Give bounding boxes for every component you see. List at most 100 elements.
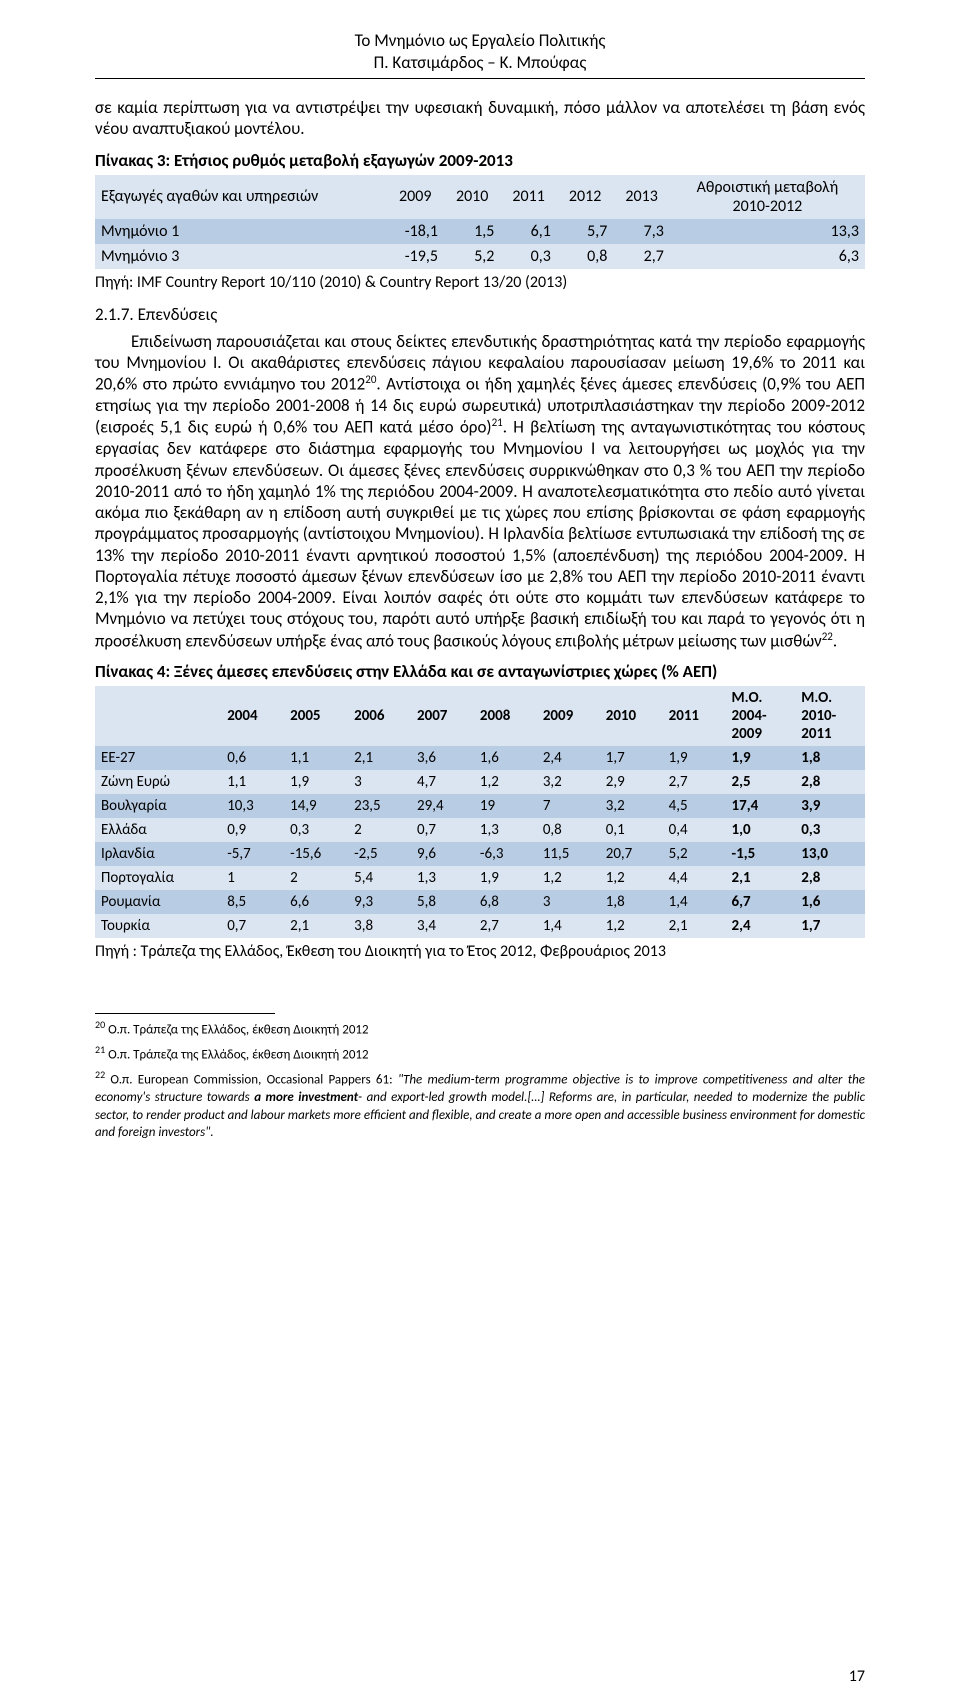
table-row: 2004 2005 2006 2007 2008 2009 2010 2011 …	[95, 686, 865, 746]
t4-cell: 2,4	[537, 746, 600, 770]
table-row: Μνημόνιο 1 -18,1 1,5 6,1 5,7 7,3 13,3	[95, 219, 865, 244]
t4-mo: 2004-	[732, 707, 767, 725]
t4-cell: 0,4	[663, 818, 726, 842]
footnote-separator	[95, 1013, 275, 1014]
t4-row-label: ΕΕ-27	[95, 746, 221, 770]
t4-cell: -15,6	[284, 842, 348, 866]
t3-cell: 2,7	[613, 244, 669, 269]
t4-row-label: Τουρκία	[95, 914, 221, 938]
t4-cell: 0,8	[537, 818, 600, 842]
footnote-20: 20 Ο.π. Τράπεζα της Ελλάδος, έκθεση Διοι…	[95, 1018, 865, 1039]
t4-row-label: Ρουμανία	[95, 890, 221, 914]
table-row: Μνημόνιο 3 -19,5 5,2 0,3 0,8 2,7 6,3	[95, 244, 865, 269]
t3-col: 2009	[386, 175, 443, 219]
t3-cell: 6,1	[500, 219, 556, 244]
footnote-21: 21 Ο.π. Τράπεζα της Ελλάδος, έκθεση Διοι…	[95, 1043, 865, 1064]
t4-cell: 14,9	[284, 794, 348, 818]
t3-cell: 7,3	[613, 219, 669, 244]
t4-cell: 2,8	[795, 770, 865, 794]
t4-cell: 13,0	[795, 842, 865, 866]
t4-head: 2004	[221, 686, 284, 746]
page-title: Το Μνημόνιο ως Εργαλείο Πολιτικής	[95, 30, 865, 52]
t4-cell: 1,9	[474, 866, 537, 890]
t4-cell: 2	[348, 818, 411, 842]
t4-cell: 4,5	[663, 794, 726, 818]
t4-cell: 2,5	[726, 770, 796, 794]
t4-cell: 2,1	[348, 746, 411, 770]
t4-cell: 0,6	[221, 746, 284, 770]
t4-head-mo1: M.O. 2004- 2009	[726, 686, 796, 746]
table-row: Πορτογαλία125,41,31,91,21,24,42,12,8	[95, 866, 865, 890]
t3-cell: 13,3	[670, 219, 865, 244]
table-row: Ζώνη Ευρώ1,11,934,71,23,22,92,72,52,8	[95, 770, 865, 794]
t4-cell: 17,4	[726, 794, 796, 818]
t4-cell: 1,2	[600, 866, 663, 890]
table-row: Ιρλανδία-5,7-15,6-2,59,6-6,311,520,75,2-…	[95, 842, 865, 866]
t4-cell: 3,9	[795, 794, 865, 818]
t4-cell: -5,7	[221, 842, 284, 866]
t3-row-label: Μνημόνιο 3	[95, 244, 386, 269]
t4-cell: 3,4	[411, 914, 474, 938]
t4-cell: 2,1	[284, 914, 348, 938]
t4-cell: 0,3	[284, 818, 348, 842]
table3: Εξαγωγές αγαθών και υπηρεσιών 2009 2010 …	[95, 175, 865, 269]
t4-cell: 3	[348, 770, 411, 794]
t4-cell: 0,7	[411, 818, 474, 842]
t4-cell: 1,8	[600, 890, 663, 914]
t4-cell: 6,6	[284, 890, 348, 914]
t4-cell: 3	[537, 890, 600, 914]
t4-row-label: Πορτογαλία	[95, 866, 221, 890]
t3-col: 2012	[557, 175, 613, 219]
t4-cell: 8,5	[221, 890, 284, 914]
table3-source: Πηγή: IMF Country Report 10/110 (2010) &…	[95, 273, 865, 292]
t4-cell: 6,8	[474, 890, 537, 914]
t4-cell: 1,1	[221, 770, 284, 794]
footnote-ref-20: 20	[365, 373, 376, 386]
t4-head: 2009	[537, 686, 600, 746]
t4-cell: 9,3	[348, 890, 411, 914]
t4-cell: 5,2	[663, 842, 726, 866]
t3-cell: -18,1	[386, 219, 443, 244]
fn-num: 21	[95, 1043, 105, 1056]
t4-cell: 1,8	[795, 746, 865, 770]
t4-cell: 1,4	[537, 914, 600, 938]
table-row: ΕΕ-270,61,12,13,61,62,41,71,91,91,8	[95, 746, 865, 770]
subsection-heading: 2.1.7. Επενδύσεις	[95, 304, 865, 325]
fn-text: Ο.π. Τράπεζα της Ελλάδος, έκθεση Διοικητ…	[108, 1023, 369, 1038]
para-span: .	[833, 630, 837, 651]
t4-cell: 1,2	[600, 914, 663, 938]
main-paragraph: Επιδείνωση παρουσιάζεται και στους δείκτ…	[95, 331, 865, 652]
table-row: Τουρκία0,72,13,83,42,71,41,22,12,41,7	[95, 914, 865, 938]
t4-mo: 2009	[732, 725, 762, 743]
t4-cell: 2,7	[474, 914, 537, 938]
t4-cell: 9,6	[411, 842, 474, 866]
table4-source: Πηγή : Τράπεζα της Ελλάδος, Έκθεση του Δ…	[95, 942, 865, 961]
t4-head: 2006	[348, 686, 411, 746]
t3-row-label: Μνημόνιο 1	[95, 219, 386, 244]
t4-cell: 3,2	[600, 794, 663, 818]
t3-cell: 5,2	[444, 244, 500, 269]
t4-mo: M.O.	[801, 689, 832, 707]
t4-row-label: Ιρλανδία	[95, 842, 221, 866]
t4-cell: 5,4	[348, 866, 411, 890]
t4-cell: 1	[221, 866, 284, 890]
t4-cell: 3,2	[537, 770, 600, 794]
t4-mo: 2011	[801, 725, 831, 743]
intro-paragraph: σε καμία περίπτωση για να αντιστρέψει τη…	[95, 97, 865, 140]
table-row: Ελλάδα0,90,320,71,30,80,10,41,00,3	[95, 818, 865, 842]
t4-cell: 10,3	[221, 794, 284, 818]
t3-cell: 0,8	[557, 244, 613, 269]
t4-cell: 23,5	[348, 794, 411, 818]
t4-cell: 0,9	[221, 818, 284, 842]
t3-last-l2: 2010-2012	[733, 197, 803, 216]
table-row: Ρουμανία8,56,69,35,86,831,81,46,71,6	[95, 890, 865, 914]
t3-cell: 0,3	[500, 244, 556, 269]
t3-head-label: Εξαγωγές αγαθών και υπηρεσιών	[95, 175, 386, 219]
t4-head	[95, 686, 221, 746]
t4-row-label: Βουλγαρία	[95, 794, 221, 818]
t3-col: 2010	[444, 175, 500, 219]
table-row: Εξαγωγές αγαθών και υπηρεσιών 2009 2010 …	[95, 175, 865, 219]
t4-cell: 2,8	[795, 866, 865, 890]
t4-cell: 1,3	[474, 818, 537, 842]
page-number: 17	[849, 1667, 865, 1686]
